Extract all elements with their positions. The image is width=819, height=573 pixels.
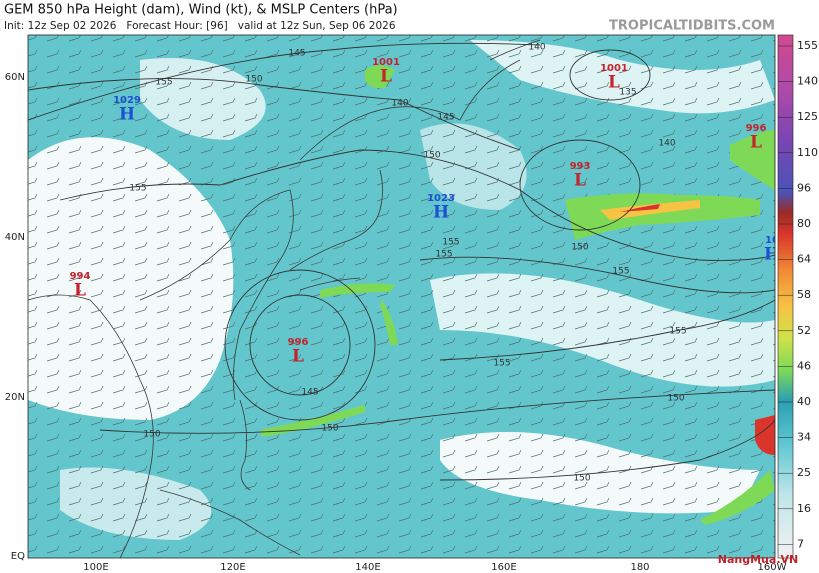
- map: 145 150 155 140 145 150 155 140 135 140 155 155 150 1…: [28, 35, 780, 558]
- contour-label: 150: [667, 394, 684, 404]
- colorbar-label: 16: [797, 502, 811, 515]
- center-letter: L: [74, 281, 86, 301]
- center-letter: L: [608, 73, 620, 93]
- contour-label: 145: [301, 388, 318, 398]
- colorbar-label: 34: [797, 431, 811, 444]
- contour-label: 140: [658, 139, 675, 149]
- site-name: TROPICALTIDBITS.COM: [609, 19, 775, 34]
- center-letter: L: [750, 133, 762, 153]
- contour-label: 155: [129, 184, 146, 194]
- contour-label: 150: [143, 430, 160, 440]
- longitude-label: 160E: [491, 562, 516, 573]
- longitude-label: 180: [630, 562, 649, 573]
- colorbar-label: 52: [797, 324, 811, 337]
- center-pressure: 994: [70, 271, 91, 282]
- contour-label: 145: [288, 49, 305, 59]
- map-frame: [27, 34, 776, 559]
- colorbar-label: 140: [797, 75, 818, 88]
- height-contours: [28, 42, 775, 481]
- center-letter: L: [292, 347, 304, 367]
- center-pressure: 1029: [113, 95, 141, 106]
- center-pressure: 993: [570, 161, 591, 172]
- colorbar-label: 125: [797, 110, 818, 123]
- contour-label: 150: [573, 474, 590, 484]
- contour-label: 150: [423, 151, 440, 161]
- colorbar-label: 155: [797, 39, 818, 52]
- center-letter: L: [574, 171, 586, 191]
- contour-labels: 145 150 155 140 145 150 155 140 135 140 155 155 150 1…: [129, 43, 686, 484]
- colorbar-label: 25: [797, 466, 811, 479]
- contour-label: 140: [391, 99, 408, 109]
- colorbar-label: 7: [797, 537, 804, 550]
- latitude-label: 60N: [5, 72, 25, 83]
- longitude-label: 160W: [758, 562, 787, 573]
- center-pressure: 1023: [427, 193, 455, 204]
- longitude-label: 120E: [220, 562, 245, 573]
- colorbar-label: 96: [797, 181, 811, 194]
- contour-label: 155: [155, 78, 172, 88]
- center-pressure: 996: [746, 123, 767, 134]
- center-letter: H: [119, 105, 135, 125]
- longitude-label: 140E: [355, 562, 380, 573]
- colorbar-label: 40: [797, 395, 811, 408]
- wind-barbs: [28, 35, 775, 558]
- subtitle: Init: 12z Sep 02 2026 Forecast Hour: [96…: [4, 20, 396, 32]
- longitude-label: 100E: [83, 562, 108, 573]
- colorbar: [777, 34, 794, 559]
- contour-label: 150: [245, 75, 262, 85]
- colorbar-label: 58: [797, 288, 811, 301]
- axes: 60N 40N 20N EQ 100E 120E 140E 160E 180 160W 155 140…: [5, 39, 818, 573]
- center-pressure: 1001: [600, 63, 628, 74]
- contour-label: 145: [437, 113, 454, 123]
- contour-label: 155: [435, 250, 452, 260]
- center-letter: L: [380, 67, 392, 87]
- latitude-label: 40N: [5, 232, 25, 243]
- contour-label: 155: [493, 359, 510, 369]
- center-letter: H: [764, 245, 780, 265]
- contour-label: 155: [612, 267, 629, 277]
- contour-label: 155: [669, 327, 686, 337]
- contour-label: 150: [571, 243, 588, 253]
- latitude-label: EQ: [11, 551, 25, 562]
- colorbar-label: 46: [797, 359, 811, 372]
- coastlines: [28, 39, 541, 558]
- center-pressure: 996: [288, 337, 309, 348]
- center-pressure: 10: [765, 235, 779, 246]
- center-pressure: 1001: [372, 57, 400, 68]
- center-letter: H: [433, 203, 449, 223]
- contour-label: 135: [619, 88, 636, 98]
- latitude-label: 20N: [5, 392, 25, 403]
- watermark: NangMua.VN: [718, 553, 798, 566]
- colorbar-label: 110: [797, 146, 818, 159]
- contour-label: 140: [528, 43, 545, 53]
- title: GEM 850 hPa Height (dam), Wind (kt), & M…: [4, 3, 398, 18]
- contour-label: 155: [442, 238, 459, 248]
- colorbar-label: 64: [797, 253, 811, 266]
- contour-label: 150: [321, 424, 338, 434]
- colorbar-label: 80: [797, 217, 811, 230]
